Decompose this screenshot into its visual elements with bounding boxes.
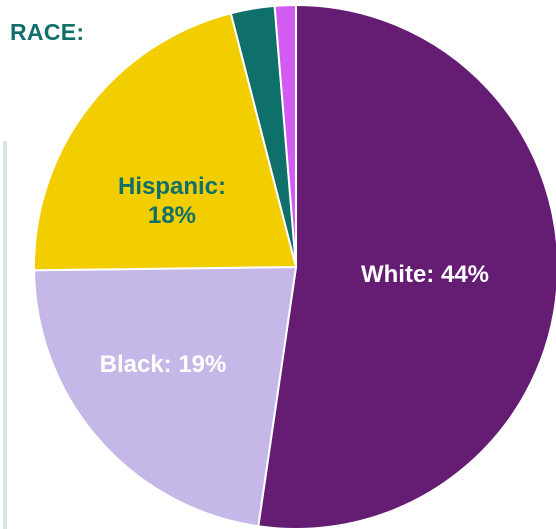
- slice-label-hispanic: Hispanic: 18%: [118, 173, 226, 229]
- side-divider: [3, 141, 7, 529]
- pie-slice-hispanic: [33, 12, 297, 272]
- pie-slice-black: [33, 266, 297, 528]
- race-heading: RACE:: [10, 19, 85, 45]
- pie-slice-white: [257, 4, 556, 529]
- pie-slice-other-4: [273, 3, 297, 268]
- slice-label-black: Black: 19%: [100, 351, 227, 378]
- slice-label-white: White: 44%: [361, 261, 489, 288]
